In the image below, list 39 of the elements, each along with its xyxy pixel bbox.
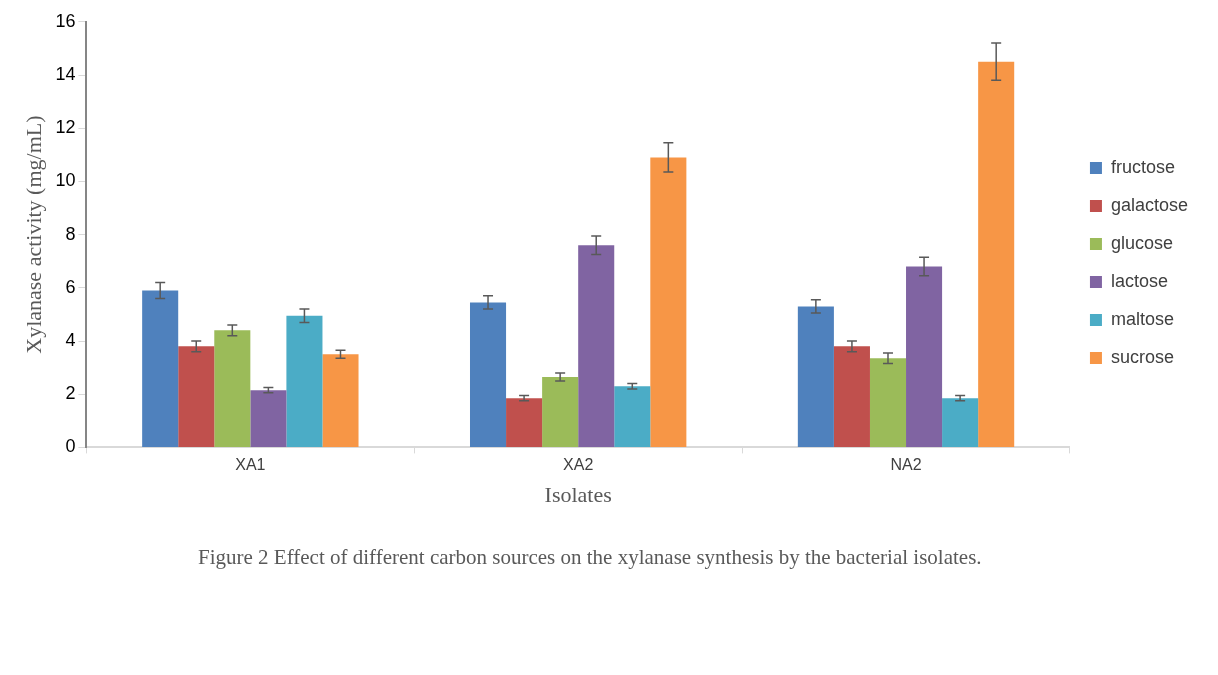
- bar: [142, 290, 179, 447]
- legend-label: sucrose: [1110, 346, 1174, 367]
- bar: [614, 386, 651, 447]
- bar: [942, 398, 979, 447]
- bar: [650, 157, 687, 447]
- bar: [286, 315, 323, 447]
- y-tick-label: 12: [55, 117, 76, 138]
- bar: [578, 245, 615, 447]
- y-tick-label: 0: [65, 436, 76, 457]
- bar: [797, 306, 834, 447]
- bar: [214, 330, 251, 447]
- y-tick-label: 14: [55, 63, 76, 84]
- y-tick-label: 2: [65, 383, 76, 404]
- bar: [470, 302, 507, 447]
- x-tick-label: NA2: [890, 456, 922, 474]
- bar: [869, 358, 907, 447]
- bar: [178, 346, 215, 447]
- legend-label: lactose: [1110, 270, 1168, 291]
- y-axis-title: Xylanase activity (mg/mL): [20, 115, 46, 354]
- y-tick-label: 6: [65, 276, 76, 297]
- y-tick-label: 8: [65, 223, 76, 244]
- x-tick-label: XA1: [235, 456, 266, 474]
- x-tick-label: XA2: [563, 456, 594, 474]
- bar: [322, 354, 359, 447]
- bar: [906, 266, 943, 447]
- bar: [542, 376, 579, 447]
- y-tick-label: 16: [55, 10, 76, 31]
- legend-label: maltose: [1110, 308, 1174, 329]
- bar: [506, 398, 543, 447]
- legend-label: fructose: [1110, 156, 1175, 177]
- caption: Figure 2 Effect of different carbon sources on the xylanase synthesis by the bacterial isolates.: [198, 544, 983, 571]
- legend-label: glucose: [1110, 232, 1173, 253]
- x-axis-title: Isolates: [544, 481, 612, 507]
- bar: [978, 61, 1015, 447]
- bar: [833, 346, 870, 447]
- y-tick-label: 4: [65, 329, 76, 350]
- legend-label: galactose: [1110, 194, 1189, 215]
- bar: [250, 390, 287, 447]
- y-tick-label: 10: [55, 170, 76, 191]
